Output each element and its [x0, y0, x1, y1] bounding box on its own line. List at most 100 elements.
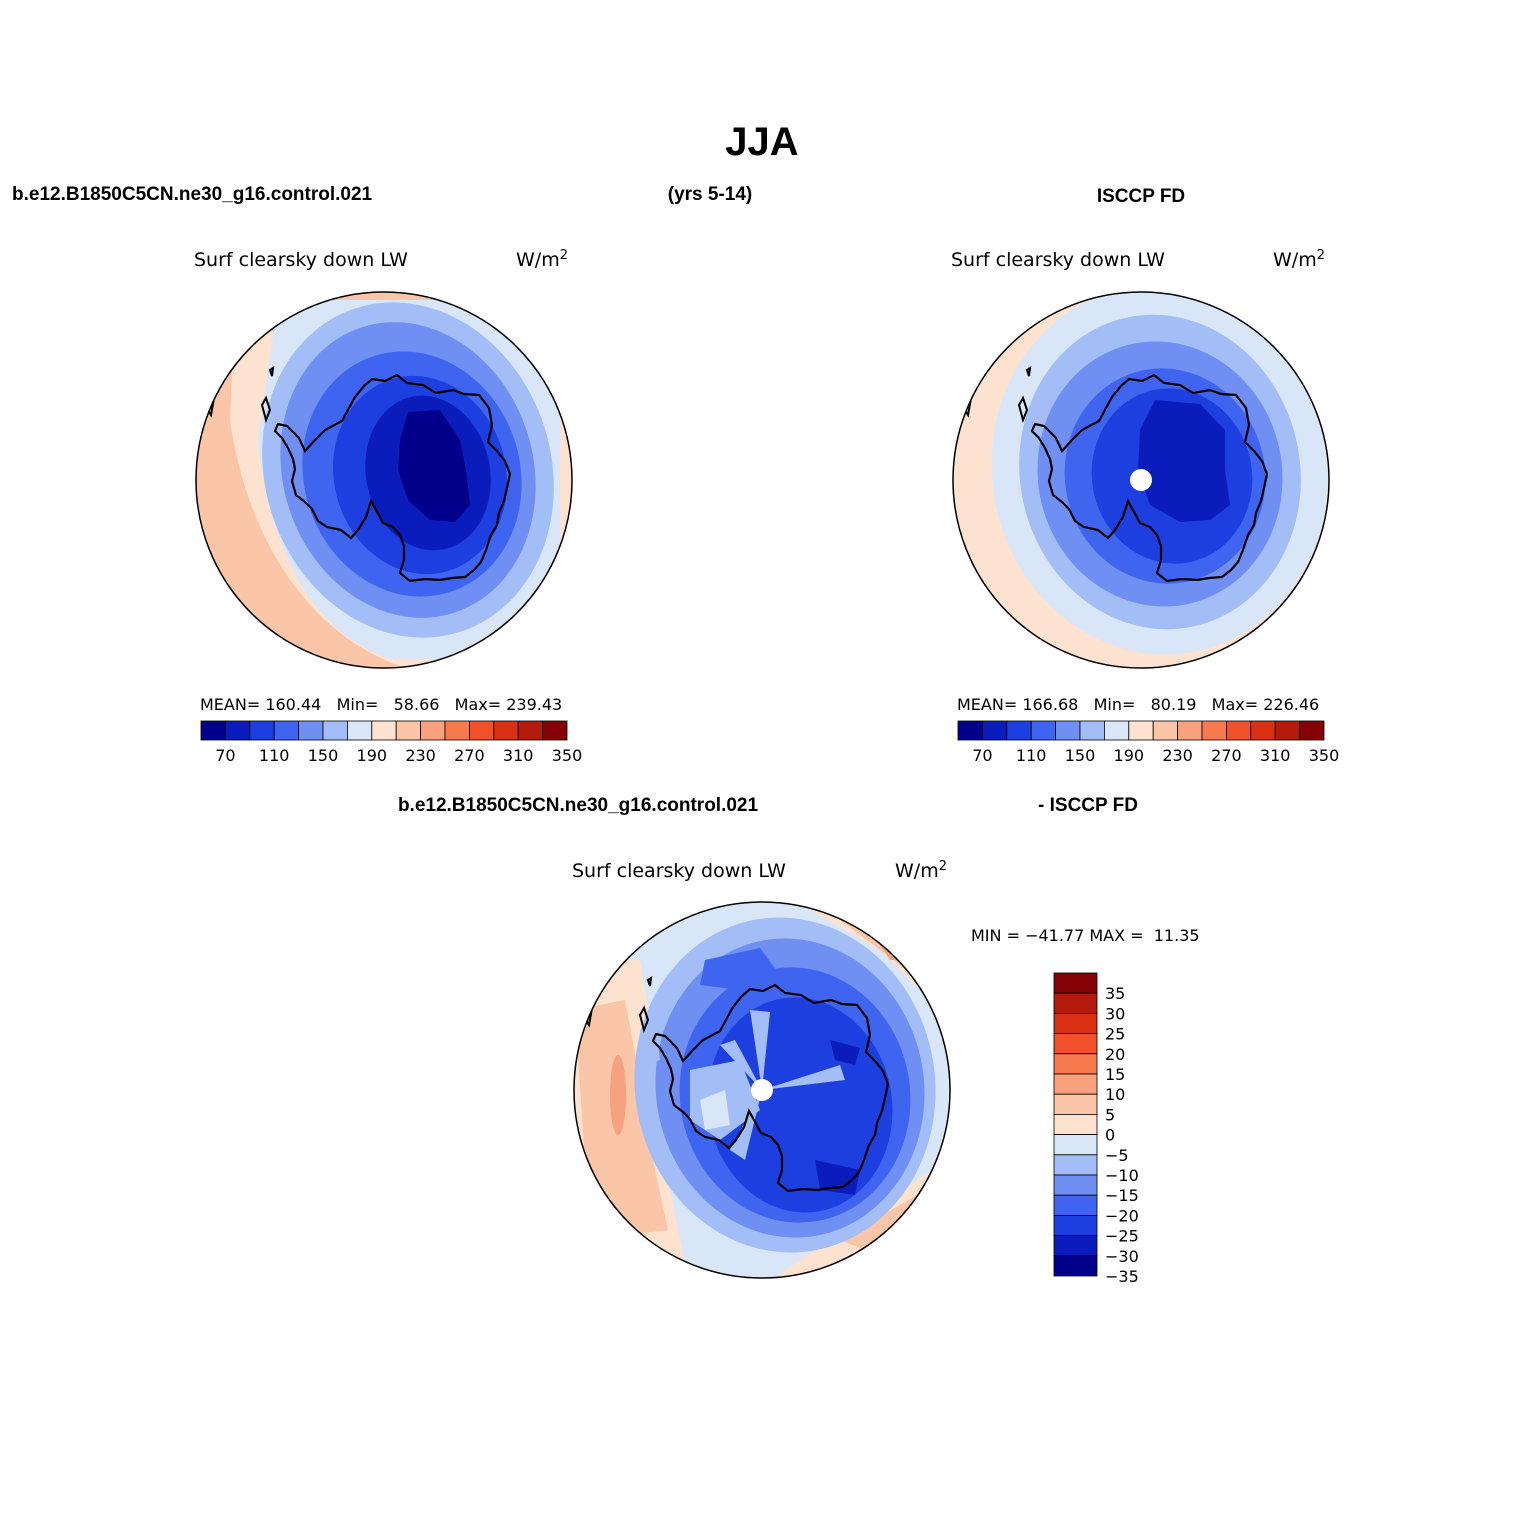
colorbar-label: 310: [503, 746, 534, 765]
colorbar-label: −20: [1105, 1206, 1139, 1225]
panel-diff-map: [574, 902, 950, 1278]
colorbar-model: 70 110 150 190 230 270 310 350: [200, 720, 583, 765]
contour-fill: [640, 1020, 660, 1065]
colorbar-box: [1152, 720, 1178, 741]
colorbar-box: [1053, 1114, 1098, 1136]
colorbar-box: [1177, 720, 1203, 741]
colorbar-label: 350: [552, 746, 583, 765]
colorbar-label: 70: [972, 746, 992, 765]
colorbar-box: [395, 720, 422, 741]
colorbar-box: [1053, 1194, 1098, 1216]
colorbar-label: 230: [405, 746, 436, 765]
pole-gap: [1130, 469, 1152, 491]
contour-fill: [720, 1010, 845, 1160]
panel-model-units: W/m2: [516, 248, 568, 271]
colorbar-box: [200, 720, 226, 741]
colorbar-box: [1079, 720, 1105, 741]
colorbar-label: −35: [1105, 1267, 1139, 1286]
panel-obs-stats: MEAN= 166.68 Min= 80.19 Max= 226.46: [957, 695, 1319, 714]
panel-obs: Surf clearsky down LW W/m2 MEAN= 166.68 …: [951, 248, 1340, 765]
diff-header-model-name: b.e12.B1850C5CN.ne30_g16.control.021: [398, 795, 759, 816]
colorbar-box: [420, 720, 446, 741]
panel-obs-map: [953, 292, 1329, 668]
contour-fill: [700, 948, 780, 990]
colorbar-label: −5: [1105, 1146, 1129, 1165]
map-boundary: [195, 291, 573, 669]
colorbar-box: [1201, 720, 1227, 741]
contour-fill: [815, 1160, 860, 1195]
panel-diff: Surf clearsky down LW W/m2: [572, 859, 1200, 1286]
colorbar-obs: 70 110 150 190 230 270 310 350: [957, 720, 1340, 765]
colorbar-label: 0: [1105, 1126, 1115, 1145]
colorbar-box: [1226, 720, 1252, 741]
colorbar-box: [1053, 972, 1098, 994]
pole-gap: [751, 1079, 773, 1101]
colorbar-box: [273, 720, 300, 741]
map-boundary: [952, 291, 1330, 669]
contour-fill: [830, 1040, 860, 1065]
colorbar-box: [1053, 1134, 1098, 1156]
colorbar-box: [1030, 720, 1056, 741]
colorbar-box: [1053, 1255, 1098, 1277]
colorbar-label: 10: [1105, 1085, 1125, 1104]
panel-model-map: [196, 292, 572, 668]
colorbar-box: [371, 720, 397, 741]
colorbar-label: 70: [215, 746, 235, 765]
colorbar-label: −30: [1105, 1247, 1139, 1266]
colorbar-box: [298, 720, 324, 741]
colorbar-box: [1250, 720, 1276, 741]
colorbar-label: 110: [1016, 746, 1047, 765]
diff-header-obs-name: - ISCCP FD: [1038, 795, 1138, 816]
colorbar-label: 20: [1105, 1045, 1125, 1064]
colorbar-box: [1006, 720, 1032, 741]
panel-model: Surf clearsky down LW W/m2 MEAN= 160.44 …: [194, 248, 583, 765]
colorbar-label: 35: [1105, 984, 1125, 1003]
contour-fill: [700, 1090, 730, 1130]
colorbar-label: 270: [1211, 746, 1242, 765]
colorbar-box: [1053, 1013, 1098, 1035]
panel-model-stats: MEAN= 160.44 Min= 58.66 Max= 239.43: [200, 695, 562, 714]
colorbar-box: [1053, 1154, 1098, 1176]
colorbar-box: [1053, 1073, 1098, 1095]
colorbar-label: −25: [1105, 1227, 1139, 1246]
colorbar-box: [517, 720, 544, 741]
colorbar-box: [346, 720, 373, 741]
header-obs-name: ISCCP FD: [1097, 186, 1185, 207]
colorbar-box: [1128, 720, 1154, 741]
panel-obs-units: W/m2: [1273, 248, 1325, 271]
colorbar-label: 230: [1162, 746, 1193, 765]
colorbar-label: 270: [454, 746, 485, 765]
colorbar-box: [1274, 720, 1300, 741]
colorbar-box: [468, 720, 495, 741]
colorbar-box: [249, 720, 275, 741]
colorbar-box: [1053, 1053, 1098, 1075]
panel-diff-stats: MIN = −41.77 MAX = 11.35: [971, 926, 1200, 945]
colorbar-box: [1299, 720, 1325, 741]
colorbar-box: [1053, 1215, 1098, 1237]
colorbar-label: 5: [1105, 1105, 1115, 1124]
colorbar-label: 350: [1309, 746, 1340, 765]
colorbar-box: [982, 720, 1008, 741]
colorbar-label: 150: [1065, 746, 1096, 765]
contour-fill: [398, 410, 470, 522]
map-boundary: [573, 901, 951, 1279]
colorbar-label: 110: [259, 746, 290, 765]
colorbar-label: −15: [1105, 1186, 1139, 1205]
colorbar-label: 190: [357, 746, 388, 765]
header-years: (yrs 5-14): [668, 184, 753, 205]
colorbar-box: [1053, 1033, 1098, 1055]
contour-fill: [1138, 400, 1230, 522]
colorbar-box: [1053, 992, 1098, 1014]
colorbar-label: 25: [1105, 1025, 1125, 1044]
colorbar-box: [1104, 720, 1130, 741]
figure-title: JJA: [725, 120, 798, 164]
panel-model-variable: Surf clearsky down LW: [194, 249, 408, 271]
header-model-name: b.e12.B1850C5CN.ne30_g16.control.021: [12, 184, 373, 205]
colorbar-box: [1053, 1093, 1098, 1115]
colorbar-box: [1053, 1174, 1098, 1196]
panel-diff-variable: Surf clearsky down LW: [572, 860, 786, 882]
panel-diff-units: W/m2: [895, 859, 947, 882]
colorbar-box: [957, 720, 983, 741]
